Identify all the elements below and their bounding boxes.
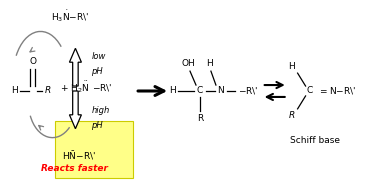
Text: R: R: [288, 111, 295, 120]
Text: C: C: [306, 87, 313, 96]
Text: H: H: [11, 87, 18, 96]
Text: N: N: [217, 87, 224, 96]
Text: $-$R\': $-$R\': [238, 85, 258, 96]
Text: low: low: [91, 52, 106, 61]
Text: C: C: [197, 87, 203, 96]
Text: H: H: [288, 62, 295, 71]
Text: R: R: [197, 114, 203, 123]
Text: Schiff base: Schiff base: [290, 136, 340, 145]
FancyBboxPatch shape: [55, 121, 133, 178]
Text: $-$R\': $-$R\': [92, 81, 113, 92]
Text: H: H: [207, 59, 213, 68]
Text: OH: OH: [181, 59, 195, 68]
Text: + H$_2\ddot{\rm N}$: + H$_2\ddot{\rm N}$: [60, 79, 90, 95]
Text: H$_3\dot{\rm N}$$-$R\': H$_3\dot{\rm N}$$-$R\': [51, 9, 89, 24]
FancyArrow shape: [70, 48, 81, 86]
Text: H: H: [169, 87, 176, 96]
Text: pH: pH: [91, 67, 103, 76]
Text: O: O: [29, 57, 36, 66]
Text: pH: pH: [91, 121, 103, 130]
Text: high: high: [91, 106, 109, 115]
Text: $=$N$-$R\': $=$N$-$R\': [318, 85, 356, 96]
FancyArrow shape: [70, 91, 81, 129]
Text: R: R: [44, 87, 51, 96]
Text: H$\bar{\rm N}$$-$R\': H$\bar{\rm N}$$-$R\': [62, 149, 97, 162]
Text: Reacts faster: Reacts faster: [41, 164, 108, 173]
